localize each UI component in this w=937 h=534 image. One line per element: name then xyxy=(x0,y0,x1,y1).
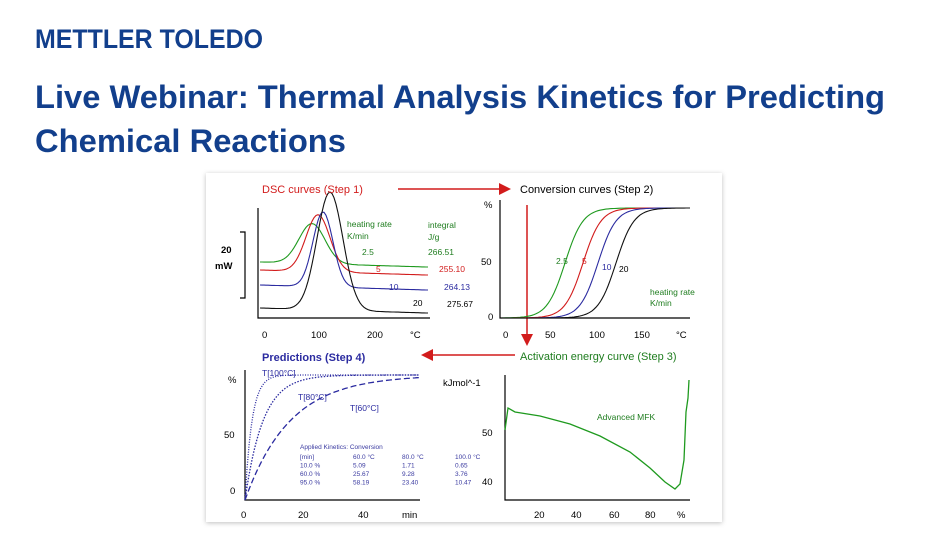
tick-label: 0 xyxy=(488,312,493,323)
table-cell: 3.76 xyxy=(455,471,468,478)
table-cell: 1.71 xyxy=(402,463,415,470)
label: 5 xyxy=(376,264,381,274)
label: 10 xyxy=(602,262,612,272)
scale-label: 20 xyxy=(221,245,232,256)
label: 20 xyxy=(619,264,629,274)
title-line: Live Webinar: Thermal Analysis Kinetics … xyxy=(35,79,885,115)
tick-label: 20 xyxy=(298,510,309,521)
label: 5 xyxy=(582,256,587,266)
table-cell: 23.40 xyxy=(402,480,419,487)
label: K/min xyxy=(347,231,369,241)
table-cell: 5.09 xyxy=(353,463,366,470)
axis xyxy=(504,375,690,501)
tick-label: 50 xyxy=(482,428,493,439)
label: 20 xyxy=(413,298,423,308)
dsc-curve xyxy=(259,191,428,314)
label: T[100°C] xyxy=(262,368,296,378)
dsc-curve xyxy=(260,223,428,268)
table-cell: 60.0 °C xyxy=(353,453,375,461)
annotation: Advanced MFK xyxy=(597,412,655,422)
table-cell: 100.0 °C xyxy=(455,453,481,461)
tick-label: °C xyxy=(410,330,421,341)
label: 10 xyxy=(389,282,399,292)
figure-content: DSC curves (Step 1) 20 mW 0 100 200 °C h… xyxy=(215,183,695,521)
axis-unit: kJmol^-1 xyxy=(443,378,481,389)
table-cell: 10.47 xyxy=(455,480,472,487)
label: heating rate xyxy=(347,219,392,229)
tick-label: 40 xyxy=(571,510,582,521)
prediction-curve xyxy=(244,374,419,501)
prediction-curve xyxy=(244,376,420,501)
table-cell: 0.65 xyxy=(455,463,468,470)
label: 275.67 xyxy=(447,299,473,309)
tick-label: 0 xyxy=(503,330,508,341)
tick-label: °C xyxy=(676,330,687,341)
label: J/g xyxy=(428,232,440,242)
tick-label: 100 xyxy=(311,330,327,341)
tick-label: 100 xyxy=(589,330,605,341)
label: integral xyxy=(428,220,456,230)
label: T[60°C] xyxy=(350,403,379,413)
dsc-curve xyxy=(259,214,428,276)
tick-label: 40 xyxy=(358,510,369,521)
tick-label: 150 xyxy=(634,330,650,341)
label: 255.10 xyxy=(439,264,465,274)
tick-label: 80 xyxy=(645,510,656,521)
label: 266.51 xyxy=(428,247,454,257)
panel-title: DSC curves (Step 1) xyxy=(262,184,363,196)
tick-label: 50 xyxy=(481,257,492,268)
label: 2.5 xyxy=(556,256,568,266)
table-cell: 9.28 xyxy=(402,471,415,478)
table-cell: 60.0 % xyxy=(300,471,320,478)
table-title: Applied Kinetics: Conversion xyxy=(300,444,383,451)
tick-label: 60 xyxy=(609,510,620,521)
tick-label: 200 xyxy=(367,330,383,341)
title-line: Chemical Reactions xyxy=(35,123,346,159)
tick-label: 40 xyxy=(482,477,493,488)
tick-label: 0 xyxy=(241,510,246,521)
table-cell: 95.0 % xyxy=(300,480,320,487)
tick-label: 20 xyxy=(534,510,545,521)
panel-title: Conversion curves (Step 2) xyxy=(520,184,653,196)
tick-label: 0 xyxy=(230,486,235,497)
axis xyxy=(499,200,690,319)
brand: METTLER TOLEDO xyxy=(35,24,263,54)
tick-label: % xyxy=(228,375,237,386)
tick-label: % xyxy=(677,510,686,521)
label: T[80°C] xyxy=(298,392,327,402)
table-cell: 58.19 xyxy=(353,480,370,487)
tick-label: min xyxy=(402,510,417,521)
table-cell: 80.0 °C xyxy=(402,453,424,461)
panel-title: Predictions (Step 4) xyxy=(262,352,366,364)
tick-label: % xyxy=(484,200,493,211)
dsc-curve xyxy=(259,211,428,291)
figure xyxy=(206,173,722,522)
label: heating rate xyxy=(650,287,695,297)
table-cell: [min] xyxy=(300,454,314,461)
label: 264.13 xyxy=(444,282,470,292)
tick-label: 50 xyxy=(545,330,556,341)
scale-label: mW xyxy=(215,261,232,272)
table-cell: 25.67 xyxy=(353,471,370,478)
table-cell: 10.0 % xyxy=(300,463,320,470)
label: K/min xyxy=(650,298,672,308)
tick-label: 0 xyxy=(262,330,267,341)
label: 2.5 xyxy=(362,247,374,257)
tick-label: 50 xyxy=(224,430,235,441)
activation-curve xyxy=(504,379,690,490)
panel-title: Activation energy curve (Step 3) xyxy=(520,351,677,363)
conversion-curve xyxy=(502,207,690,319)
axis xyxy=(240,208,430,319)
